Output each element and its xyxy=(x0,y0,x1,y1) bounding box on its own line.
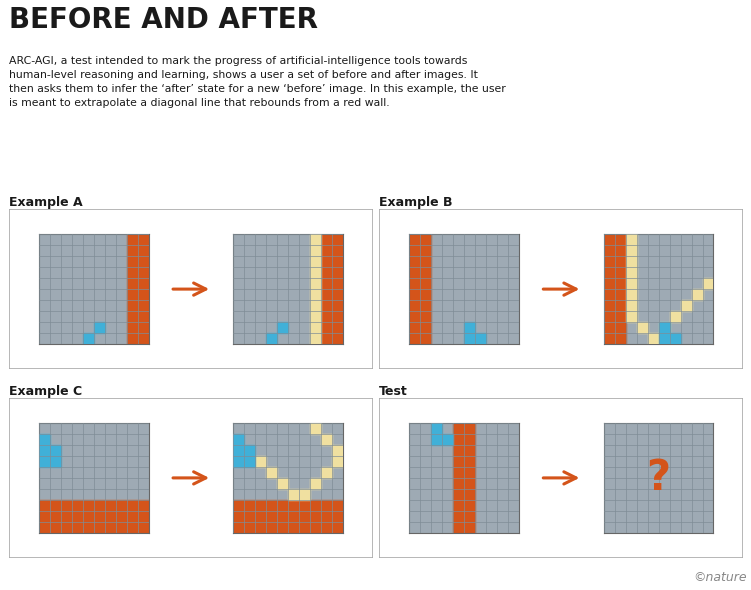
Bar xyxy=(39,445,50,456)
Bar xyxy=(234,434,244,445)
Bar xyxy=(310,478,321,489)
Bar xyxy=(310,245,321,256)
Bar xyxy=(310,333,321,344)
Text: ©nature: ©nature xyxy=(694,571,747,584)
Bar xyxy=(267,467,277,478)
Bar xyxy=(310,234,321,245)
Bar xyxy=(659,322,670,333)
Bar xyxy=(702,278,713,289)
Bar xyxy=(267,333,277,344)
Bar xyxy=(692,289,702,300)
Bar xyxy=(255,456,267,467)
Bar xyxy=(332,234,343,344)
Bar xyxy=(659,322,670,333)
Text: ?: ? xyxy=(647,457,671,499)
Bar xyxy=(310,278,321,289)
Bar xyxy=(475,333,486,344)
Text: Example B: Example B xyxy=(379,196,453,209)
Bar xyxy=(464,333,475,344)
Bar xyxy=(244,445,255,456)
Bar xyxy=(431,423,442,434)
Bar xyxy=(127,234,138,344)
Bar xyxy=(626,311,637,322)
Bar xyxy=(310,322,321,333)
Bar xyxy=(310,256,321,267)
Text: BEFORE AND AFTER: BEFORE AND AFTER xyxy=(9,6,318,34)
Bar xyxy=(234,500,343,511)
Bar xyxy=(310,289,321,300)
Bar xyxy=(310,300,321,311)
Bar xyxy=(50,456,61,467)
Text: Example A: Example A xyxy=(9,196,83,209)
Bar xyxy=(277,322,288,333)
Bar xyxy=(50,445,61,456)
Bar xyxy=(626,234,637,245)
Bar xyxy=(614,234,626,344)
Bar xyxy=(637,322,647,333)
Bar xyxy=(300,489,310,500)
Bar xyxy=(453,423,464,533)
Bar xyxy=(94,322,105,333)
Bar xyxy=(234,445,244,456)
Bar xyxy=(626,267,637,278)
Bar xyxy=(442,434,453,445)
Bar xyxy=(464,423,475,533)
Bar xyxy=(626,278,637,289)
Bar xyxy=(234,456,244,467)
Bar xyxy=(647,333,659,344)
Bar xyxy=(431,434,442,445)
Bar xyxy=(321,434,332,445)
Bar xyxy=(321,467,332,478)
Bar xyxy=(626,256,637,267)
Bar xyxy=(626,300,637,311)
Text: Example C: Example C xyxy=(9,385,82,398)
Bar xyxy=(659,333,670,344)
Bar xyxy=(310,311,321,322)
Bar xyxy=(83,333,94,344)
Bar xyxy=(680,300,692,311)
Text: Test: Test xyxy=(379,385,408,398)
Bar xyxy=(332,445,343,456)
Bar xyxy=(39,500,149,511)
Bar xyxy=(277,478,288,489)
Bar xyxy=(234,522,343,533)
Bar xyxy=(626,289,637,300)
Bar xyxy=(464,322,475,333)
Bar xyxy=(670,333,680,344)
Bar xyxy=(321,234,332,344)
Bar xyxy=(332,456,343,467)
Bar xyxy=(39,434,50,445)
Bar xyxy=(310,423,321,434)
Bar xyxy=(244,456,255,467)
Bar xyxy=(288,489,300,500)
Bar xyxy=(626,245,637,256)
Bar xyxy=(39,522,149,533)
Bar xyxy=(604,234,614,344)
Bar xyxy=(409,234,421,344)
Bar xyxy=(138,234,149,344)
Bar xyxy=(421,234,431,344)
Bar xyxy=(39,456,50,467)
Bar xyxy=(234,511,343,522)
Bar xyxy=(310,267,321,278)
Bar xyxy=(670,311,680,322)
Bar xyxy=(39,511,149,522)
Text: ARC-AGI, a test intended to mark the progress of artificial-intelligence tools t: ARC-AGI, a test intended to mark the pro… xyxy=(9,56,505,108)
